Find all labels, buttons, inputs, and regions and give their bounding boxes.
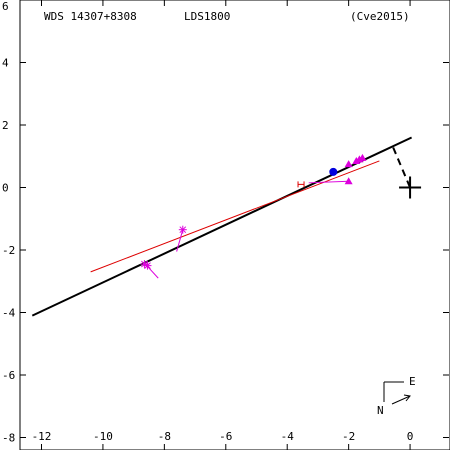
compass-north-label: N [377, 404, 384, 417]
y-tick-label: 0 [2, 182, 9, 195]
discoverer-code: LDS1800 [184, 10, 230, 23]
residual-line [176, 229, 184, 252]
compass-east-label: E [409, 375, 416, 388]
x-tick-label: -8 [158, 430, 171, 443]
residual-line [308, 180, 349, 184]
chart-lines [31, 136, 422, 317]
wds-identifier: WDS 14307+8308 [44, 10, 137, 23]
y-tick-label: -8 [2, 432, 15, 445]
motion-arrow-head [403, 394, 411, 402]
x-tick-label: -6 [219, 430, 232, 443]
y-tick-label: -4 [2, 307, 16, 320]
observation-bracket [297, 181, 305, 188]
y-tick-label: -6 [2, 369, 15, 382]
asterisk-stroke [141, 260, 148, 268]
x-tick-label: -4 [281, 430, 295, 443]
x-tick-label: -2 [342, 430, 355, 443]
y-tick-label: 4 [2, 57, 9, 70]
motion-arrow [391, 395, 411, 405]
reference-code: (Cve2015) [350, 10, 410, 23]
observation-triangle [358, 153, 367, 161]
orbit-line [31, 136, 413, 317]
y-tick-label: 6 [2, 0, 9, 13]
observation-asterisk [143, 261, 152, 270]
observation-dot [329, 167, 338, 176]
y-tick-label: -2 [2, 244, 15, 257]
observation-triangle [344, 177, 353, 185]
compass: E N [377, 375, 416, 417]
plot-frame [19, 0, 450, 450]
x-tick-label: 0 [407, 430, 414, 443]
asterisk-stroke [144, 262, 151, 269]
x-tick-label: -10 [93, 430, 113, 443]
x-tick-label: -12 [32, 430, 52, 443]
y-tick-label: 2 [2, 119, 9, 132]
primary-connector [392, 147, 411, 188]
fit-line [90, 160, 380, 273]
observation-triangle [344, 160, 353, 168]
residual-line [145, 264, 159, 279]
observation-marks [140, 153, 367, 279]
